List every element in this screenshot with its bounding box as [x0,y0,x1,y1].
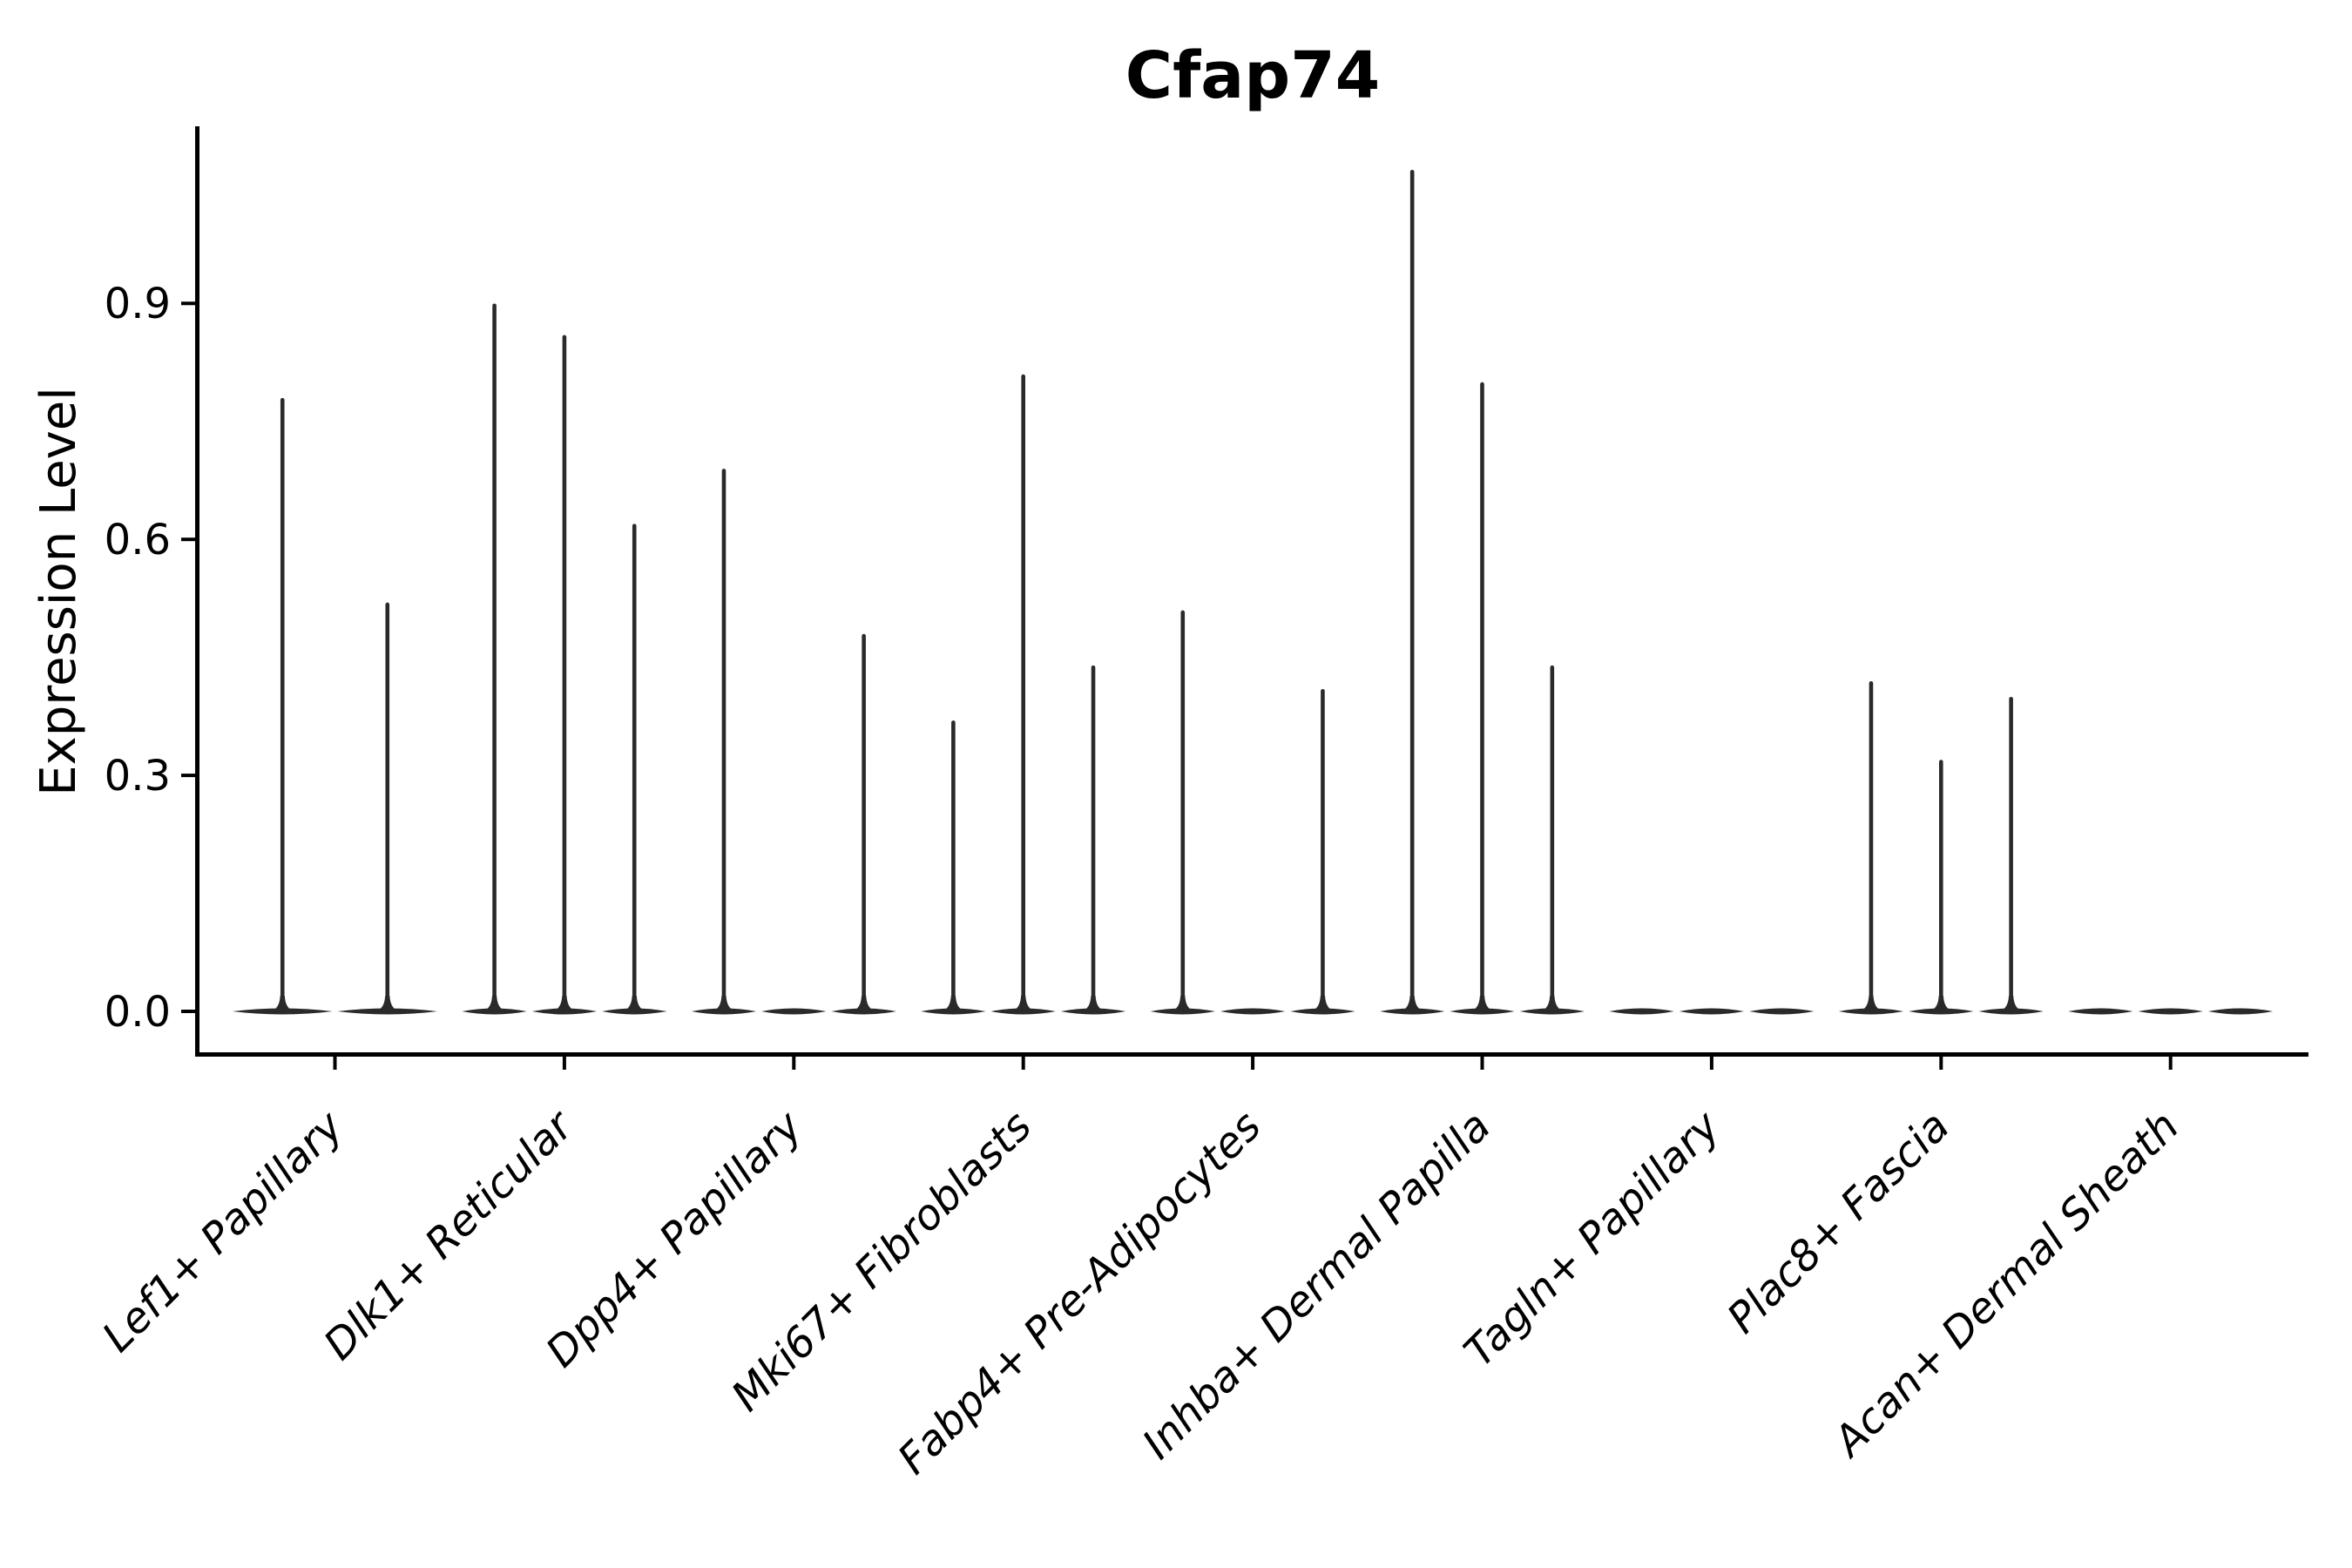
y-axis-label: Expression Level [30,387,87,796]
violin-body [1909,1008,1974,1015]
x-tick-label: Lef1+ Papillary [93,1101,354,1362]
x-tick [1021,1057,1025,1070]
x-tick [2168,1057,2173,1070]
violin-body [1150,1008,1215,1015]
violin-group [1380,169,1585,1015]
violin-body [337,1008,437,1015]
violin-body [1519,1008,1585,1015]
violins-layer [233,169,2274,1015]
violin-body [831,1008,896,1015]
x-tick [1251,1057,1255,1070]
y-tick-label: 0.6 [105,516,171,564]
violin-body [921,1008,986,1015]
violin-body [602,1008,667,1015]
violin-group [2068,1008,2274,1015]
violin-group [691,469,896,1015]
x-tick [1939,1057,1943,1070]
x-tick [792,1057,796,1070]
violin-body [1220,1008,1286,1015]
violin-body [2207,1008,2274,1015]
x-tick [333,1057,337,1070]
x-tick-label: Tagln+ Papillary [1455,1101,1730,1376]
violin-body [1380,1008,1445,1015]
chart-title: Cfap74 [1125,38,1380,113]
violin-body [1978,1008,2044,1015]
y-tick [181,1010,195,1013]
x-tick [1480,1057,1484,1070]
violin-body [1838,1008,1904,1015]
violin-body [1609,1008,1674,1015]
x-tick [1709,1057,1713,1070]
y-tick-label: 0.3 [105,752,171,801]
x-tick-label: Dpp4+ Papillary [537,1101,812,1376]
violin-body [1679,1008,1745,1015]
violin-group [1838,680,2044,1015]
violin-body [1060,1008,1126,1015]
violin-body [2068,1008,2133,1015]
violin-body [233,1008,333,1015]
violin-body [691,1008,757,1015]
violin-group [1150,610,1355,1015]
violin-body [1290,1008,1355,1015]
y-tick-label: 0.9 [105,280,171,328]
violin-body [462,1008,527,1015]
violin-body [761,1008,827,1015]
violin-body [1749,1008,1815,1015]
x-tick-label: Dlk1+ Reticular [314,1100,585,1370]
x-tick [562,1057,566,1070]
y-tick [181,301,195,306]
violin-group [921,374,1126,1015]
y-tick [181,774,195,778]
violin-body [1450,1008,1515,1015]
y-tick-label: 0.0 [105,988,171,1037]
x-tick-label: Fabp4+ Pre-Adipocytes [889,1102,1271,1484]
axis-spine-left [195,126,199,1057]
violin-body [531,1008,598,1015]
violin-group [462,303,667,1015]
violin-group [1609,1008,1815,1015]
violin-body [2138,1008,2203,1015]
violin-body [990,1008,1056,1015]
y-tick [181,537,195,542]
violin-group [233,397,437,1015]
axis-spine-bottom [195,1052,2308,1057]
x-tick-label: Plac8+ Fascia [1718,1102,1959,1343]
